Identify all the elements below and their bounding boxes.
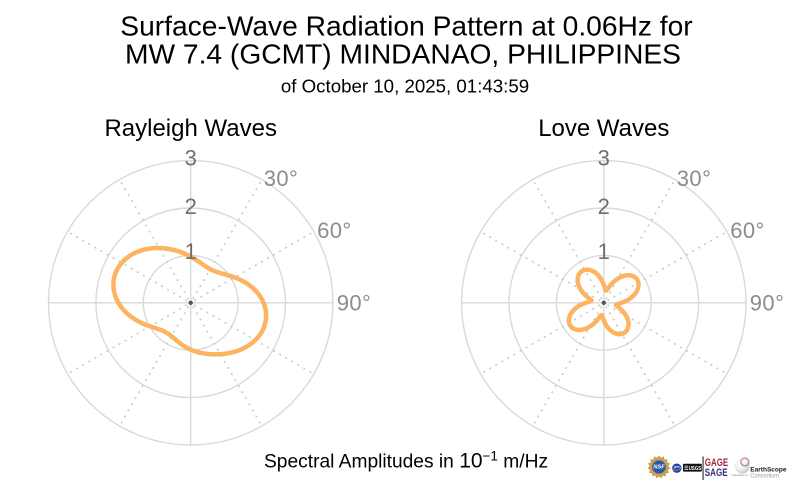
svg-text:3: 3	[598, 146, 610, 171]
svg-text:Spectral Amplitudes in 10−1 m/: Spectral Amplitudes in 10−1 m/Hz	[264, 449, 548, 473]
svg-text:Consortium: Consortium	[750, 473, 779, 480]
svg-text:Operated by: Operated by	[732, 473, 749, 477]
svg-text:90°: 90°	[750, 290, 784, 315]
svg-text:1: 1	[185, 239, 197, 264]
svg-text:30°: 30°	[677, 166, 711, 191]
svg-text:SAGE: SAGE	[705, 467, 728, 479]
svg-text:2: 2	[598, 194, 610, 219]
svg-text:30°: 30°	[264, 166, 298, 191]
svg-text:USGS: USGS	[689, 466, 701, 472]
svg-text:NASA: NASA	[674, 466, 680, 469]
svg-text:3: 3	[185, 146, 197, 171]
svg-text:90°: 90°	[337, 290, 371, 315]
svg-text:1: 1	[598, 239, 610, 264]
svg-text:of October 10, 2025, 01:43:59: of October 10, 2025, 01:43:59	[281, 76, 529, 97]
svg-text:60°: 60°	[730, 218, 764, 243]
svg-text:NSF: NSF	[653, 464, 665, 470]
svg-text:60°: 60°	[317, 218, 351, 243]
svg-text:Love Waves: Love Waves	[538, 115, 669, 142]
svg-text:Surface-Wave Radiation Pattern: Surface-Wave Radiation Pattern at 0.06Hz…	[120, 9, 692, 41]
svg-text:EarthScope: EarthScope	[750, 466, 787, 473]
svg-text:Rayleigh Waves: Rayleigh Waves	[104, 115, 277, 142]
svg-text:2: 2	[185, 194, 197, 219]
svg-text:GAGE: GAGE	[705, 457, 729, 469]
svg-text:MW 7.4 (GCMT) MINDANAO, PHILIP: MW 7.4 (GCMT) MINDANAO, PHILIPPINES	[125, 37, 681, 69]
